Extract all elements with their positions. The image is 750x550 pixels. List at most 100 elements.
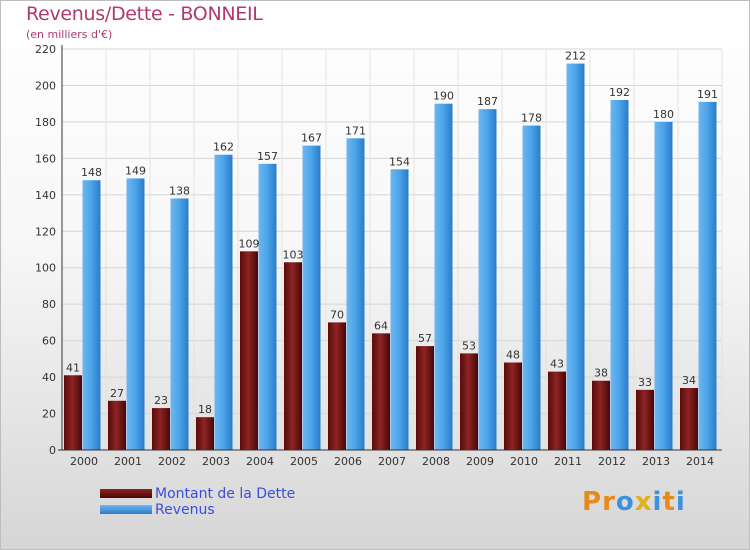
- x-tick-label: 2007: [378, 455, 406, 468]
- chart-title: Revenus/Dette - BONNEIL: [26, 3, 263, 25]
- legend-label-revenus: Revenus: [155, 502, 215, 518]
- x-tick-label: 2002: [158, 455, 186, 468]
- y-tick-label: 20: [42, 408, 56, 421]
- logo-letter: x: [634, 487, 653, 517]
- bar-dette: [108, 400, 126, 450]
- legend-swatch-revenus: [100, 505, 152, 514]
- data-label-dette: 109: [239, 237, 260, 250]
- x-tick-label: 2000: [70, 455, 98, 468]
- data-label-revenus: 154: [389, 155, 410, 168]
- logo-letter: t: [662, 487, 676, 517]
- logo-letter: P: [582, 487, 603, 517]
- bar-revenus: [126, 178, 145, 450]
- data-label-revenus: 212: [565, 50, 586, 63]
- bars-layer: [64, 63, 717, 451]
- x-tick-label: 2008: [422, 455, 450, 468]
- y-tick-label: 220: [35, 43, 56, 56]
- bar-dette: [152, 408, 170, 450]
- bar-dette: [284, 262, 302, 450]
- bar-revenus: [698, 101, 717, 450]
- data-label-revenus: 180: [653, 108, 674, 121]
- y-tick-label: 60: [42, 335, 56, 348]
- x-tick-label: 2014: [686, 455, 714, 468]
- bar-revenus: [214, 154, 233, 450]
- proxiti-logo: Proxiti: [582, 487, 686, 517]
- bar-revenus: [522, 125, 541, 451]
- data-label-dette: 57: [418, 332, 432, 345]
- y-tick-label: 80: [42, 298, 56, 311]
- bar-dette: [592, 380, 610, 450]
- y-tick-label: 160: [35, 152, 56, 165]
- bar-revenus: [610, 100, 629, 450]
- bar-revenus: [434, 103, 453, 450]
- bar-dette: [240, 251, 258, 450]
- logo-letter: i: [652, 487, 663, 517]
- data-label-revenus: 190: [433, 90, 454, 103]
- bar-dette: [372, 333, 390, 450]
- data-label-revenus: 157: [257, 150, 278, 163]
- bar-revenus: [654, 121, 673, 450]
- bar-dette: [460, 353, 478, 450]
- data-label-dette: 48: [506, 349, 520, 362]
- y-tick-label: 0: [49, 444, 56, 457]
- data-label-dette: 23: [154, 394, 168, 407]
- bar-revenus: [390, 169, 409, 451]
- data-label-revenus: 178: [521, 112, 542, 125]
- bar-revenus: [478, 109, 497, 451]
- bar-revenus: [566, 63, 585, 450]
- x-tick-label: 2011: [554, 455, 582, 468]
- bar-dette: [636, 389, 654, 450]
- x-tick-label: 2013: [642, 455, 670, 468]
- logo-letter: o: [615, 487, 635, 517]
- data-label-dette: 18: [198, 403, 212, 416]
- data-label-dette: 103: [283, 248, 304, 261]
- x-tick-label: 2010: [510, 455, 538, 468]
- bar-revenus: [302, 145, 321, 450]
- data-label-revenus: 187: [477, 95, 498, 108]
- data-label-revenus: 149: [125, 164, 146, 177]
- bar-dette: [328, 322, 346, 450]
- bar-revenus: [346, 138, 365, 450]
- bar-dette: [504, 362, 522, 450]
- data-label-dette: 70: [330, 308, 344, 321]
- y-tick-label: 120: [35, 225, 56, 238]
- bar-dette: [548, 371, 566, 450]
- chart-subtitle: (en milliers d'€): [26, 28, 113, 41]
- labels-layer: 41 148 27 149 23 138 18 162 109 157 103 167 70 171 64 1…: [66, 50, 718, 417]
- bar-dette: [680, 388, 698, 450]
- x-tick-label: 2012: [598, 455, 626, 468]
- x-tick-label: 2009: [466, 455, 494, 468]
- logo-letter: i: [675, 487, 686, 517]
- data-label-dette: 27: [110, 387, 124, 400]
- y-tick-label: 200: [35, 79, 56, 92]
- data-label-dette: 34: [682, 374, 696, 387]
- legend-label-dette: Montant de la Dette: [155, 486, 296, 502]
- data-label-revenus: 138: [169, 184, 190, 197]
- data-label-revenus: 148: [81, 166, 102, 179]
- x-tick-label: 2006: [334, 455, 362, 468]
- data-label-dette: 38: [594, 367, 608, 380]
- data-label-dette: 33: [638, 376, 652, 389]
- data-label-dette: 53: [462, 339, 476, 352]
- y-tick-label: 100: [35, 262, 56, 275]
- data-label-revenus: 167: [301, 132, 322, 145]
- bar-revenus: [258, 163, 277, 450]
- x-tick-label: 2003: [202, 455, 230, 468]
- bar-dette: [64, 375, 82, 450]
- bar-dette: [416, 346, 434, 450]
- logo-letter: r: [602, 487, 616, 517]
- data-label-revenus: 192: [609, 86, 630, 99]
- data-label-dette: 43: [550, 358, 564, 371]
- data-label-dette: 64: [374, 319, 388, 332]
- axis-layer: 0 20 40 60 80 100 120 140 160 180 200 220 2000 2001 20…: [35, 43, 722, 468]
- data-label-revenus: 191: [697, 88, 718, 101]
- data-label-revenus: 162: [213, 141, 234, 154]
- bar-dette: [196, 417, 214, 450]
- bar-revenus: [82, 180, 101, 450]
- y-tick-label: 40: [42, 371, 56, 384]
- x-tick-label: 2001: [114, 455, 142, 468]
- y-tick-label: 140: [35, 189, 56, 202]
- bar-revenus: [170, 198, 189, 450]
- x-tick-label: 2005: [290, 455, 318, 468]
